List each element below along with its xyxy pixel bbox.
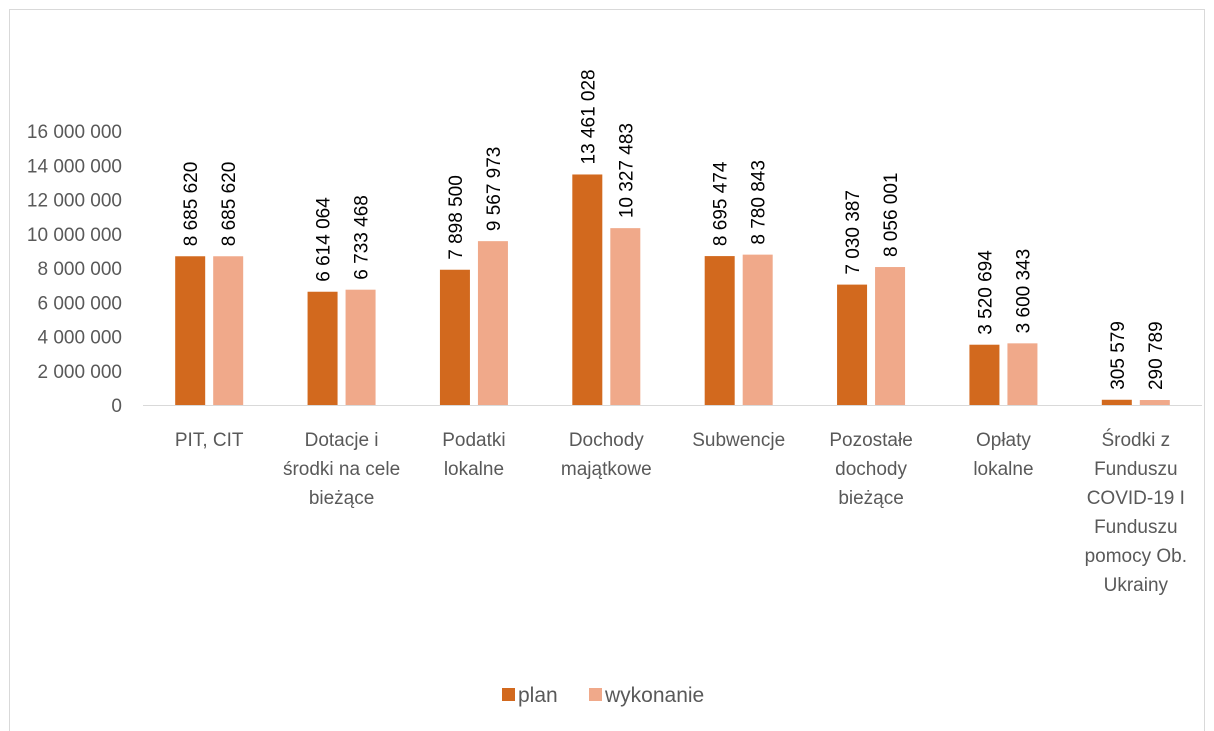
legend-swatch-wykonanie — [589, 688, 602, 701]
data-label-plan: 8 685 620 — [181, 162, 202, 247]
legend-swatch-plan — [502, 688, 515, 701]
data-label-plan: 7 030 387 — [843, 190, 864, 275]
y-tick-label: 8 000 000 — [37, 259, 122, 280]
data-label-plan: 8 695 474 — [711, 161, 732, 246]
y-axis: 0 2 000 000 4 000 000 6 000 000 8 000 000 10 … — [27, 122, 122, 417]
bar-plan — [969, 344, 1000, 405]
y-tick-label: 14 000 000 — [27, 156, 122, 177]
y-tick-label: 10 000 000 — [27, 225, 122, 246]
bar-plan — [1101, 399, 1132, 405]
bar-plan — [572, 174, 603, 405]
chart-frame — [9, 9, 1205, 731]
x-axis: PIT, CIT Dotacje i środki na cele bieżące Po… — [143, 405, 1202, 596]
category-label: Środki z Funduszu COVID-19 I Funduszu pomocy… — [1085, 429, 1187, 596]
bar-wykonanie — [875, 267, 906, 405]
y-tick-label: 16 000 000 — [27, 122, 122, 143]
category-label: PIT, CIT — [175, 430, 244, 451]
bar-wykonanie — [477, 241, 508, 405]
bar-plan — [837, 284, 868, 405]
category-label: Subwencje — [692, 430, 785, 451]
bars — [175, 174, 1170, 405]
legend-label-wykonanie: wykonanie — [604, 684, 704, 707]
y-tick-label: 2 000 000 — [37, 362, 122, 383]
category-label: Pozostałe dochody bieżące — [829, 430, 912, 509]
bar-wykonanie — [1139, 400, 1170, 405]
data-label-wykonanie: 8 685 620 — [219, 162, 240, 247]
legend-label-plan: plan — [518, 684, 558, 707]
data-label-wykonanie: 3 600 343 — [1013, 249, 1034, 334]
data-label-plan: 305 579 — [1108, 321, 1129, 390]
data-label-wykonanie: 10 327 483 — [616, 123, 637, 218]
y-tick-label: 4 000 000 — [37, 328, 122, 349]
bar-wykonanie — [345, 289, 376, 405]
bar-plan — [175, 256, 206, 405]
data-label-plan: 7 898 500 — [446, 175, 467, 260]
bar-wykonanie — [610, 228, 641, 405]
bar-wykonanie — [1007, 343, 1038, 405]
y-tick-label: 6 000 000 — [37, 293, 122, 314]
data-label-plan: 6 614 064 — [314, 197, 335, 282]
data-label-wykonanie: 290 789 — [1146, 321, 1167, 390]
bar-wykonanie — [213, 256, 244, 405]
legend: plan wykonanie — [502, 684, 704, 707]
data-labels: 8 685 620 6 614 064 7 898 500 13 461 028 8 6… — [181, 69, 1167, 390]
y-tick-label: 12 000 000 — [27, 191, 122, 212]
category-label: Dochody majątkowe — [561, 430, 652, 480]
data-label-plan: 3 520 694 — [975, 250, 996, 335]
category-label: Opłaty lokalne — [973, 430, 1033, 480]
y-tick-label: 0 — [111, 396, 122, 417]
data-label-wykonanie: 9 567 973 — [484, 147, 505, 232]
data-label-plan: 13 461 028 — [578, 69, 599, 164]
data-label-wykonanie: 8 056 001 — [881, 173, 902, 258]
bar-wykonanie — [742, 254, 773, 405]
bar-plan — [307, 291, 338, 405]
bar-plan — [439, 269, 470, 405]
data-label-wykonanie: 6 733 468 — [352, 195, 373, 280]
bar-plan — [704, 256, 735, 405]
data-label-wykonanie: 8 780 843 — [749, 160, 770, 245]
category-label: Dotacje i środki na cele bieżące — [283, 430, 400, 509]
category-label: Podatki lokalne — [442, 430, 505, 480]
